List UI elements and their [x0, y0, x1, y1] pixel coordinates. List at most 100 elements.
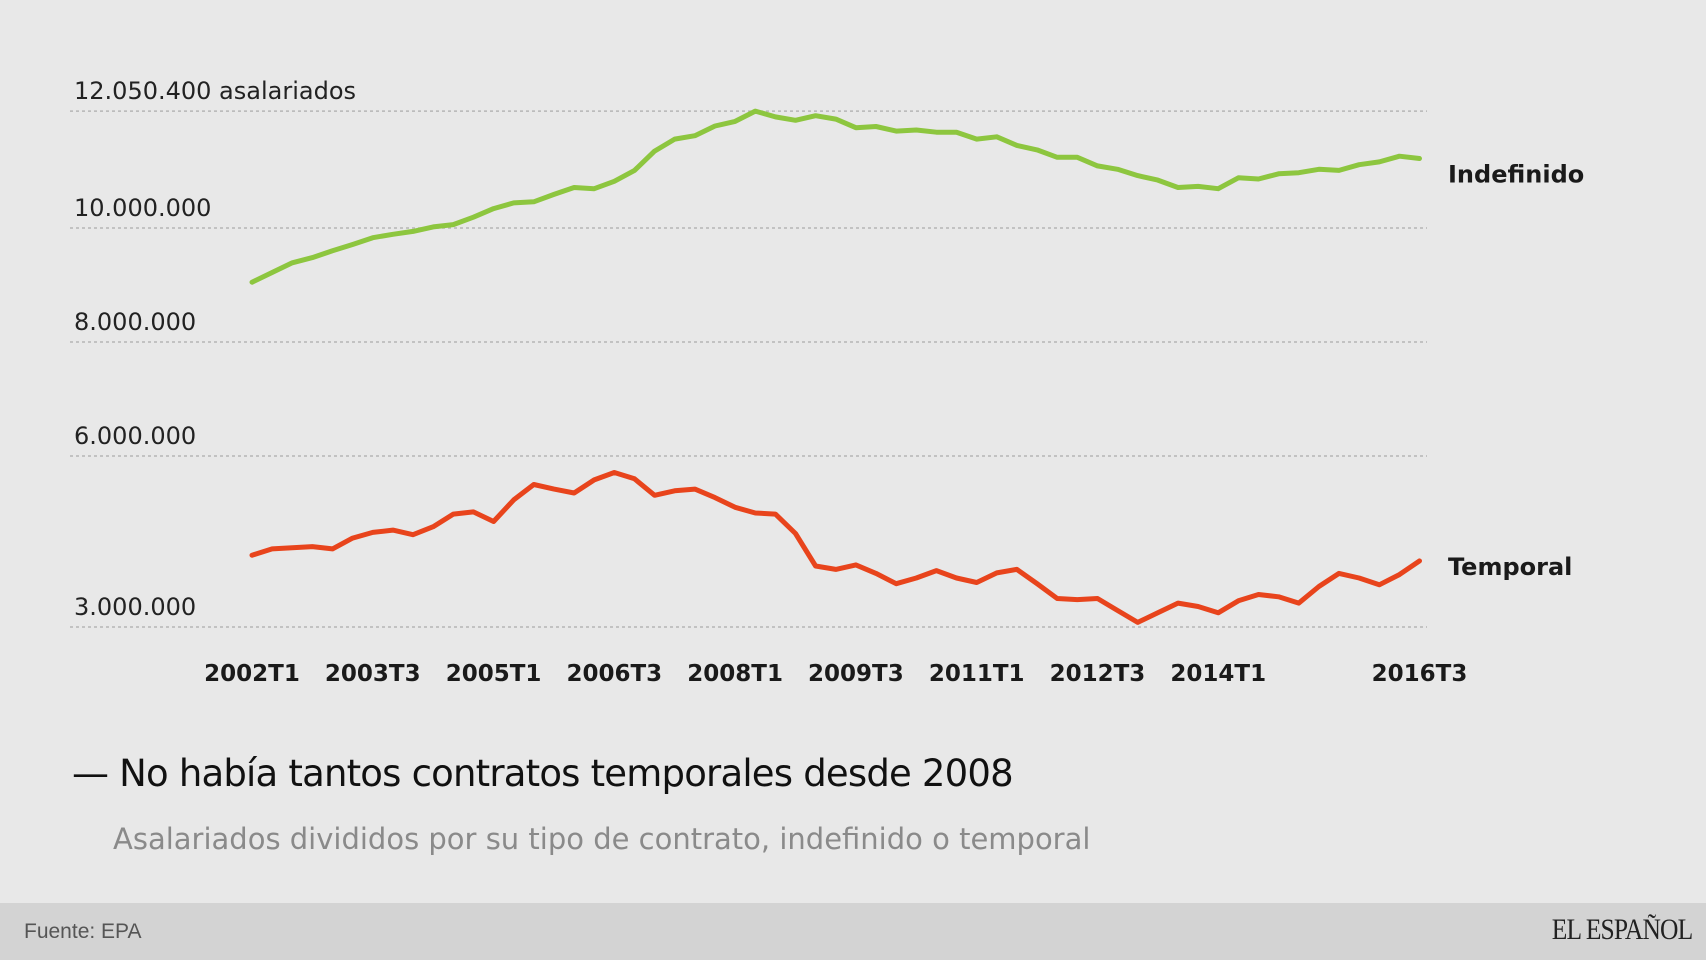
data-point — [994, 570, 999, 575]
data-point — [753, 109, 758, 114]
data-point — [874, 571, 879, 576]
data-point — [1417, 156, 1422, 161]
data-point — [954, 130, 959, 135]
x-tick-label: 2014T1 — [1170, 661, 1266, 687]
data-point — [712, 495, 717, 500]
data-point — [531, 199, 536, 204]
data-point — [491, 206, 496, 211]
data-point — [1377, 159, 1382, 164]
data-point — [411, 532, 416, 537]
data-point — [894, 129, 899, 134]
data-point — [511, 497, 516, 502]
data-point — [411, 229, 416, 234]
series-line-indefinido — [249, 108, 1422, 285]
data-point — [1196, 604, 1201, 609]
data-point — [431, 224, 436, 229]
data-point — [471, 215, 476, 220]
el-espanol-logo: EL ESPAÑOL — [1551, 913, 1692, 946]
data-point — [350, 536, 355, 541]
data-point — [733, 119, 738, 124]
x-tick-label: 2016T3 — [1372, 661, 1468, 687]
data-point — [612, 470, 617, 475]
data-point — [1276, 594, 1281, 599]
data-point — [753, 511, 758, 515]
data-point — [1196, 184, 1201, 189]
data-point — [833, 117, 838, 122]
data-point — [1216, 610, 1221, 615]
y-tick-label: 6.000.000 — [74, 422, 196, 450]
data-point — [632, 476, 637, 481]
data-point — [531, 482, 536, 487]
data-point — [330, 248, 335, 253]
data-point — [451, 222, 456, 227]
data-point — [471, 509, 476, 514]
data-point — [652, 149, 657, 154]
data-point — [773, 114, 778, 119]
data-point — [511, 200, 516, 205]
data-point — [914, 575, 919, 580]
y-tick-label: 3.000.000 — [74, 593, 196, 621]
data-point — [773, 512, 778, 517]
data-point — [1316, 584, 1321, 589]
data-point — [1155, 178, 1160, 183]
data-point — [612, 179, 617, 184]
data-point — [1276, 171, 1281, 176]
data-point — [733, 505, 738, 510]
y-tick-label: 8.000.000 — [74, 308, 196, 336]
data-point — [290, 545, 295, 550]
x-tick-label: 2003T3 — [325, 661, 421, 687]
data-point — [1095, 596, 1100, 601]
data-point — [974, 580, 979, 585]
series-line-temporal — [249, 470, 1422, 625]
data-point — [310, 544, 315, 549]
data-point — [894, 581, 899, 586]
data-point — [1417, 558, 1422, 563]
data-point — [652, 493, 657, 498]
data-point — [350, 242, 355, 247]
data-point — [934, 568, 939, 573]
data-point — [1014, 567, 1019, 572]
data-point — [1135, 173, 1140, 178]
data-point — [954, 575, 959, 580]
chart-title: — No había tantos contratos temporales d… — [72, 752, 1014, 795]
data-point — [551, 487, 556, 492]
data-point — [813, 564, 818, 569]
data-point — [310, 255, 315, 260]
data-point — [793, 531, 798, 536]
data-point — [370, 530, 375, 535]
data-point — [491, 519, 496, 524]
x-tick-label: 2002T1 — [204, 661, 300, 687]
source-note: Fuente: EPA — [24, 920, 142, 943]
data-point — [1014, 143, 1019, 148]
data-point — [250, 553, 254, 558]
data-point — [672, 137, 677, 142]
data-point — [1175, 185, 1180, 190]
data-point — [1316, 167, 1321, 172]
line-chart: 12.050.400 asalariados 10.000.000 8.000.00… — [70, 77, 1584, 687]
data-point — [1296, 601, 1301, 606]
data-point — [1256, 176, 1261, 181]
x-tick-label: 2008T1 — [687, 661, 783, 687]
data-point — [1357, 575, 1362, 580]
data-point — [1397, 572, 1402, 577]
data-point — [330, 546, 335, 551]
x-tick-label: 2005T1 — [446, 661, 542, 687]
x-tick-label: 2006T3 — [566, 661, 662, 687]
data-point — [934, 130, 939, 135]
data-point — [974, 137, 979, 142]
data-point — [270, 270, 275, 275]
data-point — [1135, 620, 1140, 625]
data-point — [1055, 155, 1060, 160]
data-point — [692, 133, 697, 138]
data-point — [1216, 186, 1221, 191]
data-point — [572, 185, 577, 190]
data-point — [1035, 581, 1040, 586]
data-point — [914, 127, 919, 132]
x-tick-label: 2012T3 — [1050, 661, 1146, 687]
data-point — [1236, 598, 1241, 603]
data-point — [853, 562, 858, 567]
data-point — [1035, 147, 1040, 152]
data-point — [672, 488, 677, 493]
data-point — [451, 512, 456, 517]
data-point — [1075, 155, 1080, 160]
